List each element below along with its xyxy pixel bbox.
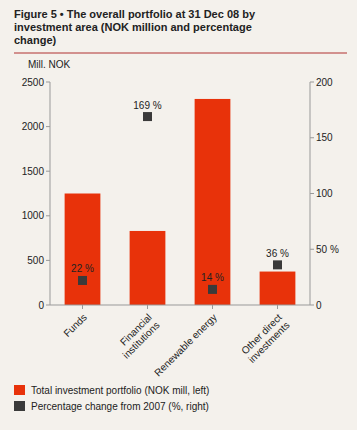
x-tick <box>212 305 213 309</box>
y2-tick <box>310 305 314 306</box>
x-axis-line <box>50 305 310 306</box>
y-tick-label: 2000 <box>22 121 45 132</box>
x-tick <box>82 305 83 309</box>
y2-tick <box>310 249 314 250</box>
legend-label: Percentage change from 2007 (%, right) <box>31 401 209 412</box>
point <box>143 112 152 121</box>
point <box>208 285 217 294</box>
legend-swatch <box>14 401 25 411</box>
bar <box>195 99 231 305</box>
x-tick <box>147 305 148 309</box>
marks <box>65 99 296 305</box>
y-tick <box>46 260 50 261</box>
y2-tick-label: 0 <box>316 300 322 311</box>
title-line: change) <box>14 34 57 46</box>
x-tick-label-line: Renewable energy <box>152 312 219 379</box>
y2-tick <box>310 193 314 194</box>
background <box>0 0 357 430</box>
title-line: Figure 5 • The overall portfolio at 31 D… <box>14 8 256 20</box>
x-tick-label-group: Funds <box>61 312 88 339</box>
legend-swatch <box>14 385 25 395</box>
x-tick-label-line: Funds <box>61 312 88 339</box>
point <box>78 276 87 285</box>
y-axis-line <box>50 82 51 305</box>
x-tick-label: Funds <box>61 312 88 339</box>
x-tick-label: Financialinstitutions <box>113 312 162 361</box>
y-tick <box>46 215 50 216</box>
y-tick-label: 2500 <box>22 77 45 88</box>
y2-tick-label: 150 <box>316 132 333 143</box>
bar <box>260 272 296 305</box>
y2-tick-label: 200 <box>316 77 333 88</box>
legend-label: Total investment portfolio (NOK mill, le… <box>31 385 209 396</box>
y2-axis-line <box>310 82 311 305</box>
chart: Figure 5 • The overall portfolio at 31 D… <box>0 0 357 430</box>
point <box>273 260 282 269</box>
title: Figure 5 • The overall portfolio at 31 D… <box>14 8 256 46</box>
y-tick-label: 1000 <box>22 210 45 221</box>
x-tick <box>277 305 278 309</box>
y2-tick-label: 50 % <box>316 244 339 255</box>
x-tick-label-line: investments <box>246 319 292 365</box>
title-line: investment area (NOK million and percent… <box>14 21 252 33</box>
y-tick <box>46 82 50 83</box>
x-tick-label-line: institutions <box>120 319 161 360</box>
y-tick <box>46 126 50 127</box>
y-axis-label: Mill. NOK <box>28 59 71 70</box>
data-label: 169 % <box>133 100 161 111</box>
bar <box>130 231 166 305</box>
y2-tick <box>310 137 314 138</box>
y-tick-label: 500 <box>27 255 44 266</box>
data-label: 36 % <box>266 248 289 259</box>
data-label: 22 % <box>71 263 94 274</box>
y-tick <box>46 305 50 306</box>
divider <box>14 53 347 54</box>
x-tick-label: Renewable energy <box>152 312 219 379</box>
y2-tick-label: 100 <box>316 188 333 199</box>
y-tick <box>46 171 50 172</box>
y-tick-label: 1500 <box>22 166 45 177</box>
x-tick-label: Other directinvestments <box>238 311 291 364</box>
bar <box>65 194 101 306</box>
x-tick-label-group: Financialinstitutions <box>113 312 162 361</box>
x-tick-label-group: Other directinvestments <box>238 311 291 364</box>
data-label: 14 % <box>201 272 224 283</box>
y-tick-label: 0 <box>38 300 44 311</box>
y2-tick <box>310 82 314 83</box>
x-tick-label-group: Renewable energy <box>152 312 219 379</box>
